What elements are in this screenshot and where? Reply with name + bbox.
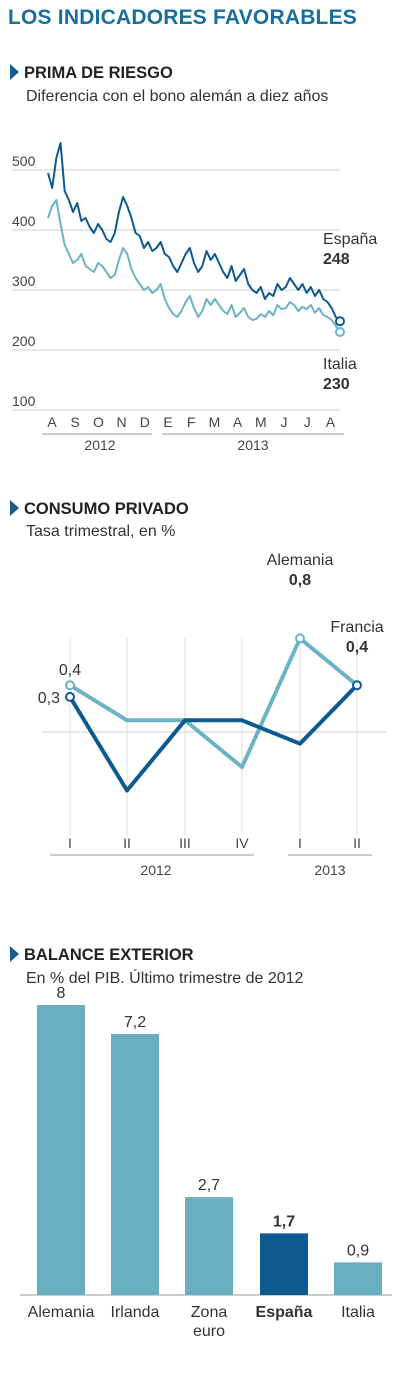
category-label: Alemania (28, 1304, 95, 1321)
series-label-espana: España (323, 231, 377, 248)
data-label: 0,3 (38, 690, 60, 707)
bar-value-label: 2,7 (198, 1177, 220, 1194)
triangle-marker-icon (10, 500, 19, 516)
consumo-title-text: CONSUMO PRIVADO (24, 500, 189, 518)
month-tick-label: A (47, 414, 57, 430)
quarter-tick-label: III (179, 835, 191, 851)
series-line-espana (47, 142, 341, 322)
balance-chart: 8 Alemania 7,2 Irlanda 2,7 Zona euro 1,7 España 0… (20, 985, 392, 1340)
quarter-tick-label: II (353, 835, 361, 851)
y-tick-label: 400 (12, 213, 36, 229)
series-end-marker (335, 327, 345, 337)
triangle-marker-icon (10, 946, 19, 962)
month-tick-label: F (187, 414, 196, 430)
year-label: 2012 (84, 437, 115, 453)
series-label-italia: Italia (323, 356, 357, 373)
y-tick-label: 300 (12, 273, 36, 289)
month-tick-label: S (71, 414, 80, 430)
month-tick-label: N (117, 414, 127, 430)
year-label: 2013 (314, 862, 345, 878)
bar-value-label: 7,2 (124, 1014, 146, 1031)
series-line-italia (47, 199, 341, 333)
category-label: euro (193, 1323, 225, 1340)
series-line-francia (68, 683, 359, 793)
series-label-alemania: Alemania (267, 552, 334, 569)
quarter-tick-label: I (298, 835, 302, 851)
month-tick-label: A (326, 414, 336, 430)
balance-section-title: BALANCE EXTERIOR (10, 946, 194, 965)
series-end-marker (335, 316, 345, 327)
bar-3 (260, 1233, 308, 1295)
balance-subtitle: En % del PIB. Último trimestre de 2012 (26, 970, 304, 987)
bar-value-label: 0,9 (347, 1242, 369, 1259)
quarter-tick-label: II (123, 835, 131, 851)
month-tick-label: J (281, 414, 288, 430)
month-tick-label: E (163, 414, 172, 430)
data-point-marker (352, 680, 362, 691)
data-label: 0,4 (59, 662, 81, 679)
y-tick-label: 100 (12, 393, 36, 409)
page-title: LOS INDICADORES FAVORABLES (8, 6, 358, 29)
prima-section-title: PRIMA DE RIESGO (10, 64, 173, 83)
quarter-tick-label: I (68, 835, 72, 851)
month-tick-label: J (304, 414, 311, 430)
bar-value-label: 8 (57, 985, 66, 1002)
category-label: España (256, 1304, 313, 1321)
month-tick-label: M (209, 414, 221, 430)
series-value-italia: 230 (323, 376, 350, 393)
series-label-francia: Francia (330, 619, 383, 636)
data-point-marker (295, 633, 305, 644)
prima-subtitle: Diferencia con el bono alemán a diez año… (26, 88, 329, 105)
year-label: 2013 (237, 437, 268, 453)
series-line-alemania (68, 636, 359, 770)
series-value-espana: 248 (323, 251, 350, 268)
month-tick-label: A (233, 414, 243, 430)
balance-title-text: BALANCE EXTERIOR (24, 946, 194, 964)
data-label: 0,8 (289, 572, 311, 589)
consumo-section-title: CONSUMO PRIVADO (10, 500, 189, 519)
bar-value-label: 1,7 (273, 1213, 295, 1230)
month-tick-label: O (93, 414, 104, 430)
data-point-marker (65, 680, 75, 691)
year-label: 2012 (140, 862, 171, 878)
category-label: Italia (341, 1304, 375, 1321)
data-point-marker (65, 691, 75, 702)
month-tick-label: D (140, 414, 150, 430)
bar-0 (37, 1005, 85, 1295)
month-tick-label: M (255, 414, 267, 430)
bar-4 (334, 1262, 382, 1295)
bar-2 (185, 1197, 233, 1295)
category-label: Zona (191, 1304, 228, 1321)
data-label: 0,4 (346, 639, 368, 656)
triangle-marker-icon (10, 64, 19, 80)
bar-1 (111, 1034, 159, 1295)
category-label: Irlanda (111, 1304, 160, 1321)
y-tick-label: 500 (12, 153, 36, 169)
quarter-tick-label: IV (235, 835, 249, 851)
consumo-subtitle: Tasa trimestral, en % (26, 523, 176, 540)
prima-title-text: PRIMA DE RIESGO (24, 64, 173, 82)
y-tick-label: 200 (12, 333, 36, 349)
